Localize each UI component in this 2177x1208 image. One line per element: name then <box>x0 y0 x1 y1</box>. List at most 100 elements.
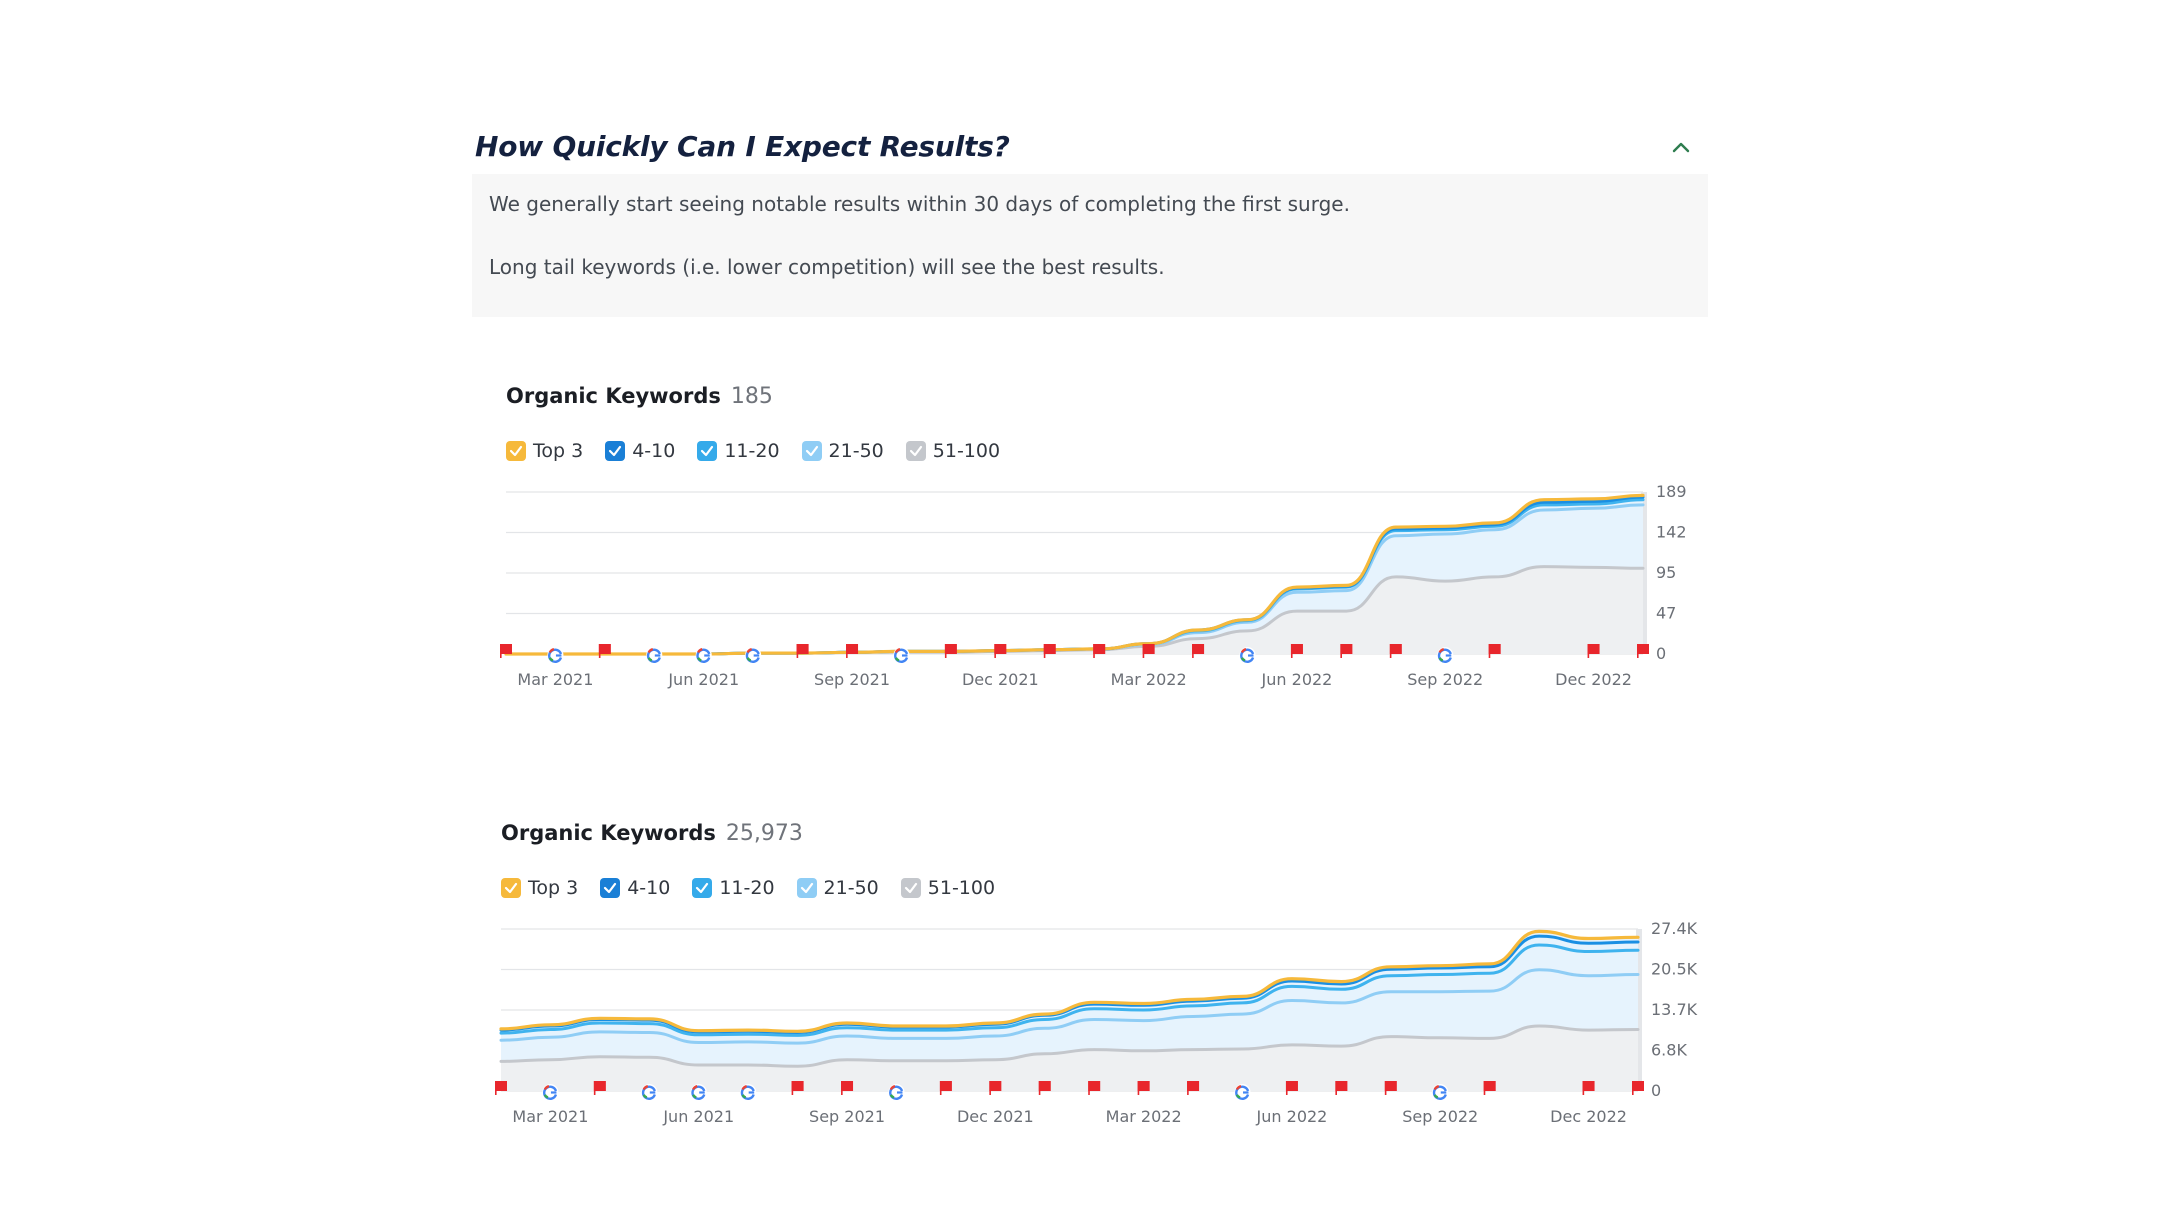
legend-label: 21-50 <box>823 877 879 899</box>
red-flag-icon <box>944 644 957 658</box>
series-line-11-20 <box>499 943 1640 1037</box>
red-flag-icon <box>598 644 611 658</box>
checkbox-icon[interactable] <box>600 878 621 898</box>
legend-11-20[interactable]: 11-20 <box>697 440 780 462</box>
checkbox-icon[interactable] <box>501 878 521 898</box>
x-tick-label: Mar 2022 <box>1106 1107 1182 1126</box>
checkbox-icon[interactable] <box>692 878 713 898</box>
y-tick-label: 27.4K <box>1651 921 1698 938</box>
red-flag-icon <box>1043 644 1056 658</box>
red-flag-icon <box>1290 644 1303 658</box>
chart-title-text: Organic Keywords <box>506 384 721 408</box>
faq-header[interactable]: How Quickly Can I Expect Results? <box>475 128 1705 172</box>
legend-label: 51-100 <box>927 877 996 899</box>
keyword-count: 25,973 <box>725 821 803 846</box>
chart-plot: 0 6.8K 13.7K 20.5K 27.4K Mar 2021 Jun 2021 Sep … <box>495 921 1698 1126</box>
red-flag-icon <box>1587 644 1600 658</box>
legend-4-10[interactable]: 4-10 <box>605 440 675 462</box>
x-tick-label: Sep 2021 <box>814 670 890 689</box>
x-tick-label: Mar 2021 <box>512 1107 588 1126</box>
y-tick-label: 95 <box>1656 563 1676 582</box>
red-flag-icon <box>1187 1081 1200 1095</box>
checkbox-icon[interactable] <box>796 878 817 898</box>
series-line-51-100 <box>499 1024 1640 1068</box>
y-tick-label: 0 <box>1656 644 1666 663</box>
legend-21-50[interactable]: 21-50 <box>801 440 884 462</box>
legend-label: Top 3 <box>528 877 579 899</box>
x-tick-label: Sep 2022 <box>1402 1107 1478 1126</box>
x-tick-label: Sep 2021 <box>809 1107 885 1126</box>
red-flag-icon <box>500 644 512 658</box>
legend-label: 21-50 <box>828 440 884 462</box>
chart-title: Organic Keywords 185 <box>506 384 773 409</box>
x-tick-label: Jun 2022 <box>1256 1107 1328 1126</box>
red-flag-icon <box>1483 1081 1496 1095</box>
google-update-icon <box>1234 1084 1251 1100</box>
chart-edge-bar <box>1636 929 1642 1091</box>
y-tick-label: 0 <box>1651 1081 1661 1100</box>
red-flag-icon <box>1632 1081 1644 1095</box>
checkbox-icon[interactable] <box>801 441 822 461</box>
checkbox-icon[interactable] <box>900 878 921 898</box>
google-update-icon <box>641 1084 658 1100</box>
faq-question[interactable]: How Quickly Can I Expect Results? <box>475 130 1010 163</box>
chart-legend: Top 3 4-10 11-20 21-50 51-100 <box>501 877 1017 899</box>
red-flag-icon <box>1093 644 1106 658</box>
series-line-top3 <box>499 929 1640 1033</box>
red-flag-icon <box>1389 644 1402 658</box>
legend-51-100[interactable]: 51-100 <box>905 440 1000 462</box>
checkbox-icon[interactable] <box>506 441 526 461</box>
google-update-icon <box>646 647 663 663</box>
legend-top3[interactable]: Top 3 <box>506 440 583 462</box>
x-tick-label: Mar 2021 <box>517 670 593 689</box>
area-fill-gray <box>506 566 1643 654</box>
google-update-icon <box>745 647 762 663</box>
legend-label: 11-20 <box>719 877 775 899</box>
chart-plot: 0 47 95 142 189 Mar 2021 Jun 2021 Sep 2021 Dec 2… <box>500 484 1687 689</box>
legend-top3[interactable]: Top 3 <box>501 877 578 899</box>
legend-21-50[interactable]: 21-50 <box>796 877 879 899</box>
google-update-icon <box>1437 647 1454 663</box>
y-tick-label: 6.8K <box>1651 1041 1687 1060</box>
red-flag-icon <box>791 1081 804 1095</box>
chevron-up-icon[interactable] <box>1669 136 1693 160</box>
x-tick-label: Dec 2021 <box>957 1107 1034 1126</box>
checkbox-icon[interactable] <box>605 441 626 461</box>
legend-label: 4-10 <box>627 877 671 899</box>
legend-label: 11-20 <box>724 440 780 462</box>
google-update-icon <box>888 1084 905 1100</box>
red-flag-icon <box>939 1081 952 1095</box>
red-flag-icon <box>994 644 1007 658</box>
red-flag-icon <box>1142 644 1155 658</box>
chart-legend: Top 3 4-10 11-20 21-50 51-100 <box>506 440 1022 462</box>
red-flag-icon <box>841 1081 854 1095</box>
red-flag-icon <box>593 1081 606 1095</box>
red-flag-icon <box>796 644 809 658</box>
red-flag-icon <box>1285 1081 1298 1095</box>
red-flag-icon <box>1384 1081 1397 1095</box>
x-tick-label: Mar 2022 <box>1111 670 1187 689</box>
area-fill-gray <box>501 1026 1638 1091</box>
y-tick-label: 47 <box>1656 604 1676 623</box>
red-flag-icon <box>1192 644 1205 658</box>
checkbox-icon[interactable] <box>697 441 718 461</box>
legend-label: 4-10 <box>632 440 676 462</box>
google-update-icon <box>695 647 712 663</box>
red-flag-icon <box>1335 1081 1348 1095</box>
y-tick-label: 20.5K <box>1651 960 1698 979</box>
y-tick-label: 189 <box>1656 484 1687 501</box>
x-tick-label: Jun 2021 <box>667 670 739 689</box>
legend-4-10[interactable]: 4-10 <box>600 877 670 899</box>
google-update-icon <box>542 1084 559 1100</box>
legend-11-20[interactable]: 11-20 <box>692 877 775 899</box>
chart-title-text: Organic Keywords <box>501 821 716 845</box>
red-flag-icon <box>1582 1081 1595 1095</box>
x-tick-label: Jun 2021 <box>662 1107 734 1126</box>
legend-51-100[interactable]: 51-100 <box>900 877 996 899</box>
x-tick-label: Dec 2022 <box>1555 670 1632 689</box>
red-flag-icon <box>846 644 859 658</box>
google-update-icon <box>1239 647 1256 663</box>
checkbox-icon[interactable] <box>905 441 926 461</box>
red-flag-icon <box>1038 1081 1051 1095</box>
